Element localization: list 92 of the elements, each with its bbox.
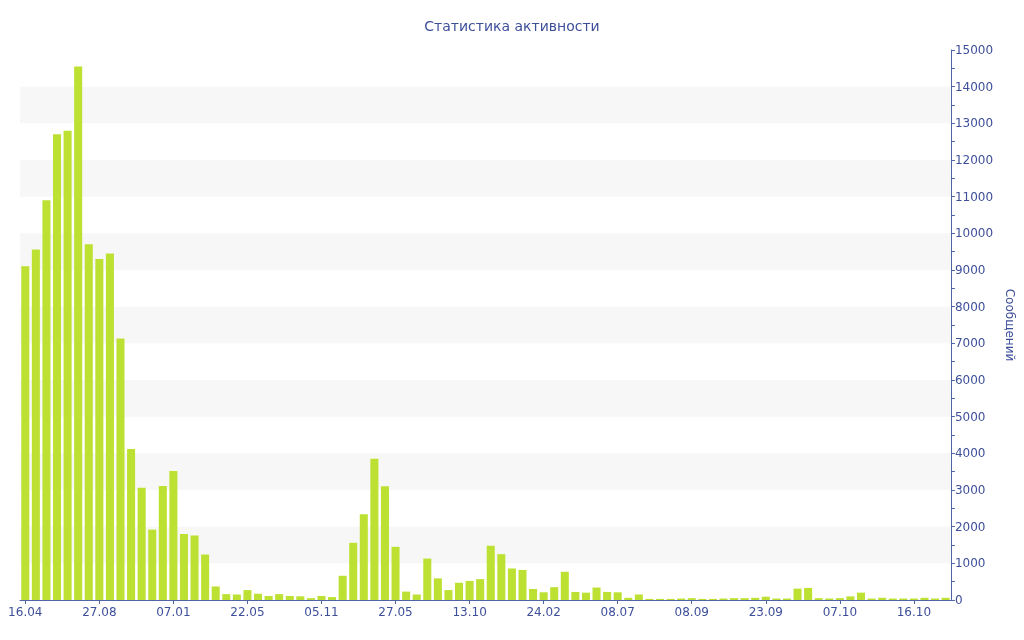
bar bbox=[53, 134, 62, 600]
bar bbox=[476, 579, 485, 600]
bar bbox=[264, 595, 273, 600]
bar bbox=[95, 259, 104, 600]
bar bbox=[127, 448, 136, 600]
y-tick-label: 13000 bbox=[954, 116, 994, 131]
bar bbox=[412, 594, 421, 600]
bar bbox=[243, 590, 252, 600]
bar bbox=[603, 591, 612, 600]
bar bbox=[856, 592, 866, 600]
bar bbox=[402, 591, 411, 600]
bar bbox=[359, 514, 368, 600]
x-tick-label: 05.11 bbox=[304, 605, 339, 619]
x-tick-label: 16.10 bbox=[896, 605, 932, 619]
y-tick-label: 1000 bbox=[954, 556, 986, 571]
bar bbox=[846, 596, 855, 600]
bar bbox=[581, 592, 590, 600]
y-tick-label: 11000 bbox=[954, 189, 994, 204]
bar bbox=[296, 596, 305, 600]
x-tick-label: 27.08 bbox=[82, 605, 117, 619]
bar bbox=[190, 535, 199, 600]
x-tick-label: 08.07 bbox=[600, 605, 635, 619]
bar bbox=[804, 587, 813, 600]
bar bbox=[328, 597, 337, 600]
bar bbox=[169, 470, 178, 600]
y-tick-label: 14000 bbox=[954, 79, 994, 94]
y-tick-label: 0 bbox=[954, 593, 963, 607]
bar bbox=[137, 487, 146, 600]
bar bbox=[105, 253, 114, 600]
bar bbox=[793, 588, 802, 600]
bar bbox=[571, 591, 580, 600]
x-tick-label: 22.05 bbox=[230, 605, 265, 619]
y-tick-label: 8000 bbox=[954, 299, 986, 314]
chart-title: Статистика активности bbox=[424, 18, 600, 34]
bar bbox=[550, 587, 559, 600]
bar bbox=[455, 582, 464, 600]
bar bbox=[211, 586, 220, 600]
bar bbox=[201, 554, 210, 600]
bar bbox=[507, 568, 516, 600]
bar bbox=[349, 542, 358, 600]
x-tick-label: 16.04 bbox=[8, 605, 43, 619]
bar bbox=[613, 592, 622, 600]
y-tick-label: 3000 bbox=[954, 483, 986, 497]
bar bbox=[42, 200, 51, 600]
bar bbox=[254, 593, 263, 600]
bar bbox=[539, 592, 548, 600]
bar bbox=[116, 338, 125, 600]
y-tick-label: 12000 bbox=[954, 153, 994, 167]
bar bbox=[391, 546, 400, 600]
x-tick-label: 07.10 bbox=[822, 605, 858, 619]
y-tick-label: 4000 bbox=[954, 446, 986, 461]
bar bbox=[148, 529, 157, 600]
bar bbox=[179, 534, 188, 600]
y-tick-label: 5000 bbox=[954, 409, 986, 424]
bar bbox=[275, 594, 284, 600]
x-tick-label: 23.09 bbox=[748, 605, 783, 619]
bar bbox=[84, 244, 93, 600]
bar bbox=[529, 589, 538, 600]
y-axis-title: Сообщений bbox=[1003, 288, 1017, 362]
bar bbox=[518, 569, 527, 600]
x-tick-label: 07.01 bbox=[156, 605, 191, 619]
bar bbox=[74, 66, 83, 600]
bar bbox=[433, 578, 442, 600]
bar bbox=[370, 458, 379, 600]
bar bbox=[338, 575, 347, 600]
bar bbox=[158, 485, 167, 600]
x-tick-label: 08.09 bbox=[674, 605, 709, 619]
bar bbox=[232, 594, 241, 600]
bar bbox=[465, 580, 474, 600]
bar bbox=[317, 595, 326, 600]
x-tick-label: 27.05 bbox=[378, 605, 413, 619]
bar bbox=[497, 554, 506, 600]
bar bbox=[592, 587, 601, 600]
bar bbox=[560, 571, 569, 600]
bar bbox=[423, 558, 432, 600]
y-tick-label: 6000 bbox=[954, 373, 986, 387]
y-tick-label: 2000 bbox=[954, 519, 986, 534]
bar bbox=[380, 486, 389, 600]
bar bbox=[21, 266, 30, 600]
bar bbox=[63, 130, 72, 600]
bar bbox=[31, 249, 40, 600]
x-tick-label: 24.02 bbox=[526, 605, 561, 619]
y-tick-label: 15000 bbox=[954, 43, 994, 57]
bar bbox=[634, 594, 643, 600]
bar bbox=[444, 590, 453, 600]
y-tick-label: 9000 bbox=[954, 263, 986, 277]
bar bbox=[285, 595, 294, 600]
y-tick-label: 10000 bbox=[954, 226, 994, 241]
bar bbox=[222, 594, 231, 600]
x-tick-label: 13.10 bbox=[452, 605, 487, 619]
bar bbox=[486, 545, 495, 600]
y-tick-label: 7000 bbox=[954, 336, 986, 351]
